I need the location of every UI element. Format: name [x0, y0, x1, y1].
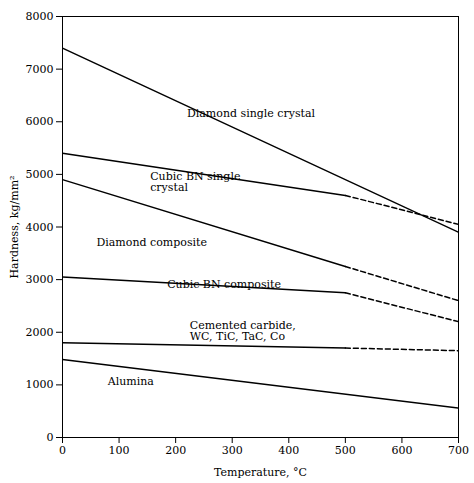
svg-text:0: 0 [59, 444, 66, 457]
svg-text:Cubic BN singlecrystal: Cubic BN singlecrystal [150, 170, 240, 194]
svg-text:0: 0 [47, 431, 54, 444]
svg-text:Alumina: Alumina [107, 375, 155, 388]
svg-text:3000: 3000 [26, 273, 54, 286]
svg-text:2000: 2000 [26, 326, 54, 339]
svg-text:5000: 5000 [26, 168, 54, 181]
svg-text:4000: 4000 [26, 221, 54, 234]
svg-text:Diamond composite: Diamond composite [96, 236, 207, 249]
svg-text:Cubic BN composite: Cubic BN composite [167, 278, 281, 291]
svg-text:Diamond single crystal: Diamond single crystal [187, 107, 316, 120]
svg-text:8000: 8000 [26, 10, 54, 23]
svg-text:1000: 1000 [26, 378, 54, 391]
svg-text:600: 600 [391, 444, 412, 457]
svg-text:Hardness, kg/mm²: Hardness, kg/mm² [8, 175, 21, 278]
svg-text:400: 400 [278, 444, 299, 457]
svg-text:500: 500 [335, 444, 356, 457]
svg-text:200: 200 [165, 444, 186, 457]
svg-text:6000: 6000 [26, 115, 54, 128]
svg-text:7000: 7000 [26, 63, 54, 76]
svg-text:Cemented carbide,WC, TiC, TaC,: Cemented carbide,WC, TiC, TaC, Co [190, 319, 296, 343]
svg-text:Temperature, °C: Temperature, °C [214, 466, 307, 479]
svg-text:100: 100 [109, 444, 130, 457]
svg-text:700: 700 [448, 444, 469, 457]
svg-text:300: 300 [222, 444, 243, 457]
